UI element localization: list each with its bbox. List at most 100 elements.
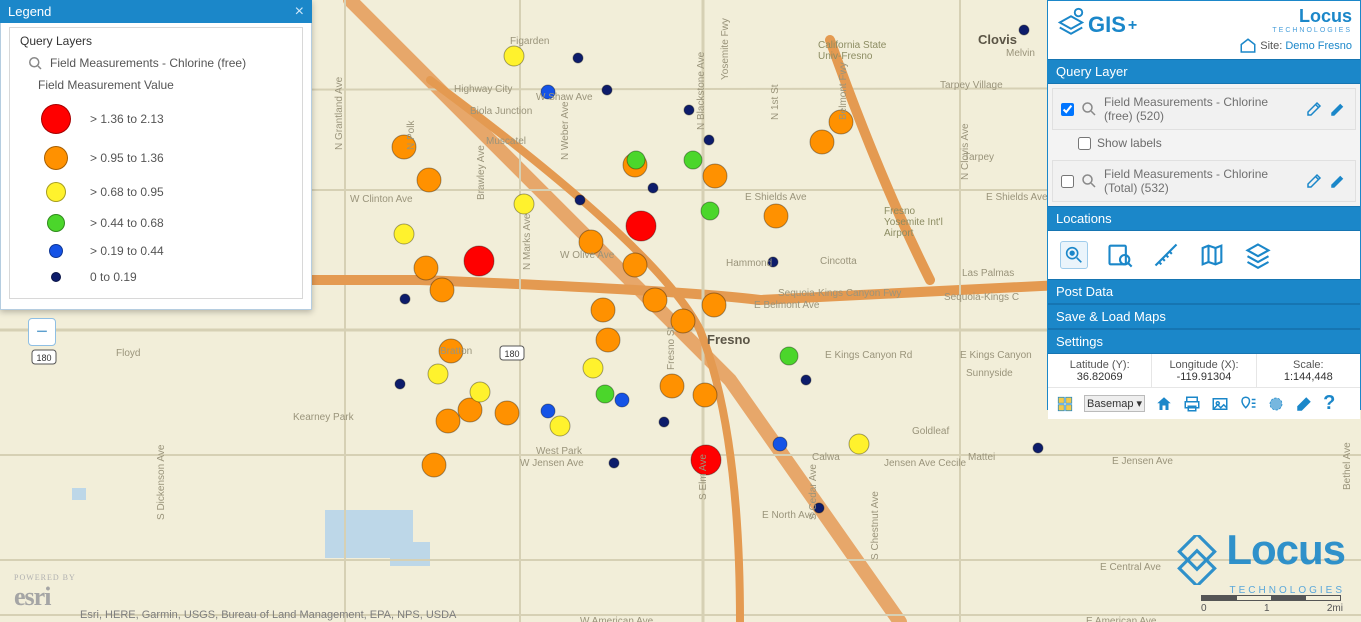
data-point[interactable] [417, 168, 441, 192]
data-point[interactable] [693, 383, 717, 407]
data-point[interactable] [464, 246, 494, 276]
map-label-vertical: S Dickenson Ave [156, 445, 167, 520]
data-point[interactable] [504, 46, 524, 66]
data-point[interactable] [596, 385, 614, 403]
data-point[interactable] [684, 151, 702, 169]
measure-icon[interactable] [1152, 241, 1180, 269]
basemap-grid-icon[interactable] [1056, 395, 1074, 413]
edit-icon[interactable] [1329, 172, 1347, 190]
map-label: E Kings Canyon Rd [825, 350, 912, 361]
identify-icon[interactable] [1060, 241, 1088, 269]
map-label-vertical: N Marks Ave [522, 214, 533, 271]
data-point[interactable] [701, 202, 719, 220]
svg-text:180: 180 [504, 349, 519, 359]
zoom-out-button[interactable]: − [28, 318, 56, 346]
data-point[interactable] [602, 85, 612, 95]
data-point[interactable] [428, 364, 448, 384]
data-point[interactable] [591, 298, 615, 322]
data-point[interactable] [495, 401, 519, 425]
data-point[interactable] [514, 194, 534, 214]
legend-item-label: > 0.95 to 1.36 [90, 151, 164, 165]
data-point[interactable] [470, 382, 490, 402]
map-label: Mattei [968, 452, 995, 463]
select-circle-icon[interactable] [1267, 395, 1285, 413]
find-icon[interactable] [1106, 241, 1134, 269]
lat-value: 36.82069 [1048, 371, 1151, 383]
layer-checkbox[interactable] [1061, 103, 1074, 116]
data-point[interactable] [422, 453, 446, 477]
map-label: Hammond [726, 258, 772, 269]
map-label: Clovis [978, 32, 1017, 47]
legend-header[interactable]: Legend × [0, 0, 312, 23]
style-icon[interactable] [1305, 100, 1323, 118]
data-point[interactable] [609, 458, 619, 468]
data-point[interactable] [400, 294, 410, 304]
data-point[interactable] [436, 409, 460, 433]
data-point[interactable] [573, 53, 583, 63]
eraser-icon[interactable] [1295, 395, 1313, 413]
data-point[interactable] [541, 404, 555, 418]
map-label: W Jensen Ave [520, 458, 584, 469]
section-query-layer[interactable]: Query Layer [1048, 59, 1360, 84]
map-label: Biola Junction [470, 106, 532, 117]
site-value[interactable]: Demo Fresno [1285, 40, 1352, 52]
section-post-data[interactable]: Post Data [1048, 279, 1360, 304]
select-map-icon[interactable] [1198, 241, 1226, 269]
help-icon[interactable]: ? [1323, 392, 1335, 415]
section-save-load[interactable]: Save & Load Maps [1048, 304, 1360, 329]
data-point[interactable] [810, 130, 834, 154]
legend-title: Legend [8, 4, 51, 19]
data-point[interactable] [702, 293, 726, 317]
show-labels-checkbox[interactable] [1078, 137, 1091, 150]
data-point[interactable] [1019, 25, 1029, 35]
image-export-icon[interactable] [1211, 395, 1229, 413]
data-point[interactable] [1033, 443, 1043, 453]
show-labels-row: Show labels [1048, 134, 1360, 156]
data-point[interactable] [627, 151, 645, 169]
data-point[interactable] [395, 379, 405, 389]
legend-swatch [47, 214, 65, 232]
data-point[interactable] [849, 434, 869, 454]
home-icon[interactable] [1155, 395, 1173, 413]
data-point[interactable] [659, 417, 669, 427]
data-point[interactable] [615, 393, 629, 407]
data-point[interactable] [648, 183, 658, 193]
powered-by-label: POWERED BY [14, 573, 76, 582]
layer-search-icon [1080, 100, 1098, 118]
layer-name: Field Measurements - Chlorine (Total) (5… [1104, 167, 1299, 195]
close-icon[interactable]: × [295, 6, 304, 18]
legend-item: 0 to 0.19 [20, 264, 292, 290]
data-point[interactable] [414, 256, 438, 280]
basemap-select[interactable]: Basemap ▾ [1084, 395, 1145, 412]
data-point[interactable] [596, 328, 620, 352]
map-label-vertical: N Grantland Ave [334, 77, 345, 150]
data-point[interactable] [430, 278, 454, 302]
section-locations[interactable]: Locations [1048, 206, 1360, 231]
section-settings[interactable]: Settings [1048, 329, 1360, 354]
data-point[interactable] [575, 195, 585, 205]
data-point[interactable] [583, 358, 603, 378]
layers-icon[interactable] [1244, 241, 1272, 269]
data-point[interactable] [643, 288, 667, 312]
data-point[interactable] [394, 224, 414, 244]
data-point[interactable] [550, 416, 570, 436]
data-point[interactable] [626, 211, 656, 241]
data-point[interactable] [704, 135, 714, 145]
data-point[interactable] [703, 164, 727, 188]
data-point[interactable] [780, 347, 798, 365]
print-icon[interactable] [1183, 395, 1201, 413]
pin-list-icon[interactable] [1239, 395, 1257, 413]
layer-checkbox[interactable] [1061, 175, 1074, 188]
data-point[interactable] [623, 253, 647, 277]
gis-plus: + [1128, 17, 1137, 35]
layer-icon [26, 54, 44, 72]
style-icon[interactable] [1305, 172, 1323, 190]
svg-text:180: 180 [36, 353, 51, 363]
data-point[interactable] [773, 437, 787, 451]
data-point[interactable] [764, 204, 788, 228]
data-point[interactable] [684, 105, 694, 115]
data-point[interactable] [801, 375, 811, 385]
legend-item: > 0.44 to 0.68 [20, 208, 292, 238]
data-point[interactable] [660, 374, 684, 398]
edit-icon[interactable] [1329, 100, 1347, 118]
